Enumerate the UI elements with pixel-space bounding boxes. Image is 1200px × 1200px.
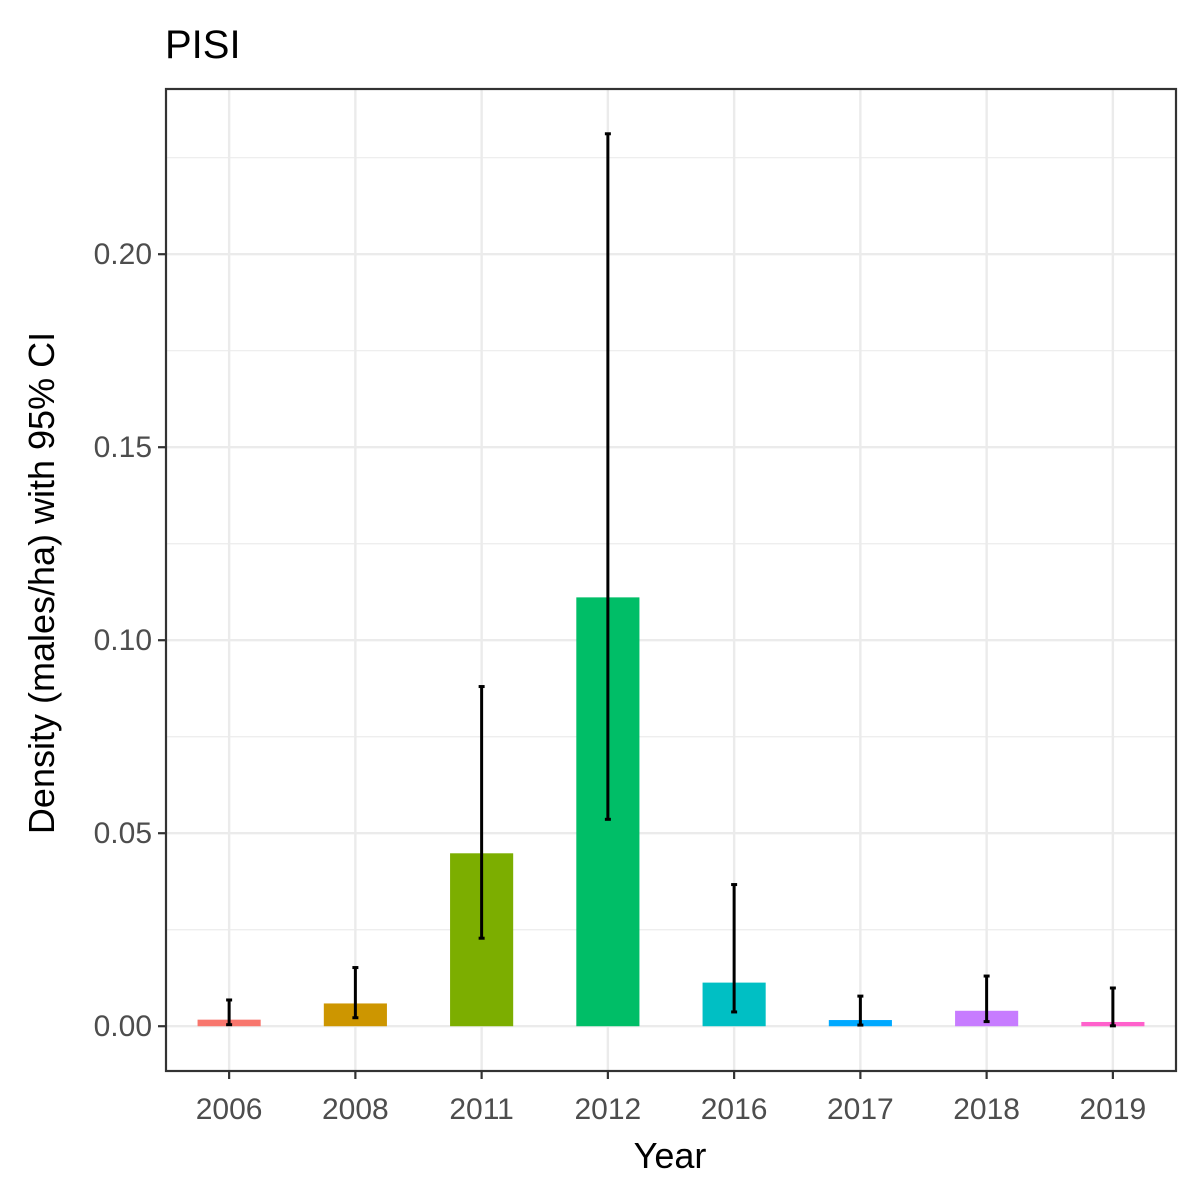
x-tick-label: 2012: [575, 1093, 642, 1126]
grid-minor: [166, 157, 1176, 931]
error-bar-2006: [226, 998, 233, 1027]
error-bar-2011: [478, 685, 485, 940]
x-axis-title: Year: [634, 1135, 707, 1176]
x-tick-label: 2018: [953, 1093, 1020, 1126]
error-bar-2018: [983, 974, 990, 1024]
error-bar-2012: [604, 132, 611, 821]
error-bar-2019: [1109, 986, 1116, 1028]
y-axis-title: Density (males/ha) with 95% CI: [21, 332, 62, 834]
x-tick-label: 2008: [322, 1093, 389, 1126]
y-axis: 0.00 0.05 0.10 0.15 0.20: [94, 238, 166, 1043]
error-bar-2016: [731, 883, 738, 1014]
panel-border: [164, 87, 1178, 1073]
error-bar-2008: [352, 966, 359, 1020]
x-tick-label: 2011: [449, 1093, 514, 1126]
y-tick-label: 0.05: [94, 817, 152, 850]
chart-title: PISI: [165, 23, 241, 67]
x-tick-label: 2016: [701, 1093, 768, 1126]
y-tick-label: 0.20: [94, 238, 152, 271]
y-tick-label: 0.15: [94, 431, 152, 464]
y-tick-label: 0.00: [94, 1010, 152, 1043]
x-tick-label: 2019: [1080, 1093, 1147, 1126]
y-tick-label: 0.10: [94, 624, 152, 657]
x-tick-label: 2017: [827, 1093, 894, 1126]
x-tick-label: 2006: [196, 1093, 263, 1126]
x-axis: 2006 2008 2011 2012 2016 2017 2018 2019: [196, 1071, 1147, 1126]
error-bar-2017: [857, 994, 864, 1027]
error-bars: [226, 132, 1116, 1028]
